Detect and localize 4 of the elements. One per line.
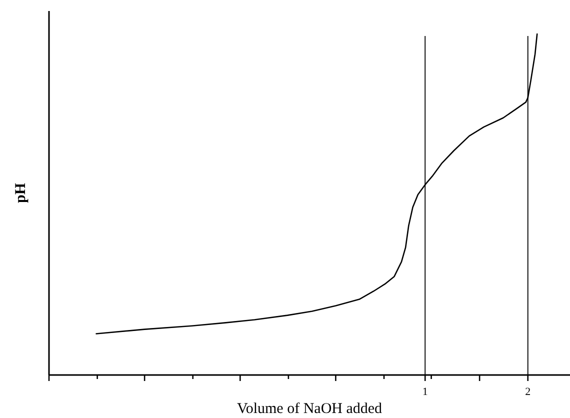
x-tick-label: 1	[422, 386, 428, 398]
x-axis-title: Volume of NaOH added	[236, 401, 383, 417]
y-axis-title: pH	[13, 182, 29, 204]
x-tick-label: 2	[525, 386, 531, 398]
